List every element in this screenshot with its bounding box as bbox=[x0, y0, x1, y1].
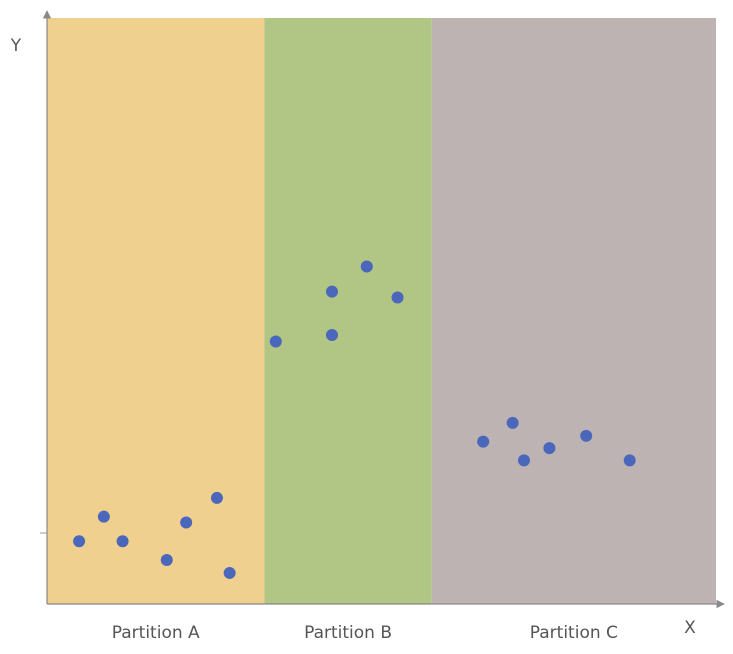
data-point bbox=[325, 329, 338, 342]
data-point bbox=[391, 291, 404, 304]
data-point bbox=[269, 335, 282, 348]
partition-label: Partition A bbox=[112, 623, 200, 643]
data-point bbox=[73, 535, 86, 548]
partition-bands bbox=[47, 18, 716, 604]
data-point bbox=[580, 429, 593, 442]
data-point bbox=[223, 566, 236, 579]
partition-band-1 bbox=[264, 18, 432, 604]
data-point bbox=[477, 435, 490, 448]
data-point bbox=[116, 535, 129, 548]
data-points bbox=[73, 260, 636, 579]
data-point bbox=[160, 554, 173, 567]
partition-band-0 bbox=[47, 18, 265, 604]
data-point bbox=[543, 442, 556, 455]
partition-label: Partition C bbox=[530, 623, 618, 643]
data-point bbox=[506, 416, 519, 429]
data-point bbox=[97, 510, 110, 523]
x-axis-label: X bbox=[684, 618, 696, 638]
partition-labels: Partition A Partition B Partition C bbox=[112, 623, 618, 643]
data-point bbox=[210, 491, 223, 504]
y-axis-label: Y bbox=[10, 36, 22, 56]
data-point bbox=[623, 454, 636, 467]
data-point bbox=[325, 285, 338, 298]
partition-band-2 bbox=[431, 18, 716, 604]
data-point bbox=[517, 454, 530, 467]
partition-label: Partition B bbox=[304, 623, 392, 643]
data-point bbox=[180, 516, 193, 529]
data-point bbox=[360, 260, 373, 273]
